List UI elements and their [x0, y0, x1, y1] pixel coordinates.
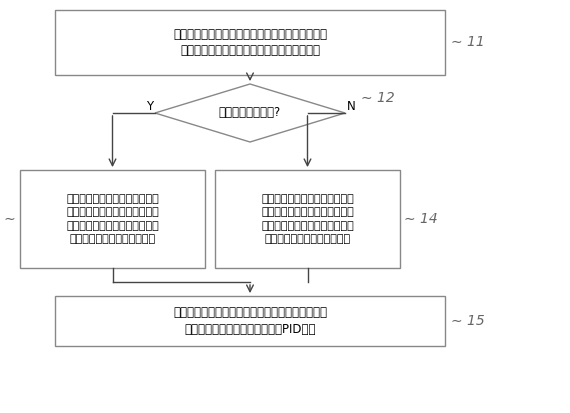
- Bar: [215, 170, 400, 268]
- Text: ∼ 14: ∼ 14: [404, 212, 438, 226]
- Text: ∼ 12: ∼ 12: [361, 92, 395, 105]
- Bar: [20, 170, 205, 268]
- Text: 13 ∼: 13 ∼: [0, 212, 16, 226]
- Text: 根据已知的目标盘管温度与室内
环境温度的对应关系确定与实时
室内环境温度相对应的目标盘管
温度，作为实时目标盘管温度: 根据已知的目标盘管温度与室内 环境温度的对应关系确定与实时 室内环境温度相对应的…: [66, 194, 159, 244]
- Text: 获取实时室内环境温度和实时空调设定温度，将实
时室内环境温度与已知的第一温度阈值作比较: 获取实时室内环境温度和实时空调设定温度，将实 时室内环境温度与已知的第一温度阈值…: [173, 28, 327, 57]
- Text: Y: Y: [146, 100, 153, 114]
- Text: 大于第一温度阈值?: 大于第一温度阈值?: [219, 107, 281, 119]
- Text: ∼ 15: ∼ 15: [451, 314, 484, 328]
- Text: 获取蒸发器的实时盘管温度，基于实时盘管温度和
实时目标盘管温度执行盘管温度PID控制: 获取蒸发器的实时盘管温度，基于实时盘管温度和 实时目标盘管温度执行盘管温度PID…: [173, 306, 327, 336]
- Text: 根据已知的目标盘管温度与空调
设定温度的对应关系确定与实时
空调设定温度相对应的目标盘管
温度，作为实时目标盘管温度: 根据已知的目标盘管温度与空调 设定温度的对应关系确定与实时 空调设定温度相对应的…: [261, 194, 354, 244]
- Bar: [55, 296, 445, 346]
- Bar: [55, 10, 445, 75]
- Text: N: N: [347, 100, 356, 114]
- Text: ∼ 11: ∼ 11: [451, 36, 484, 50]
- Polygon shape: [155, 84, 345, 142]
